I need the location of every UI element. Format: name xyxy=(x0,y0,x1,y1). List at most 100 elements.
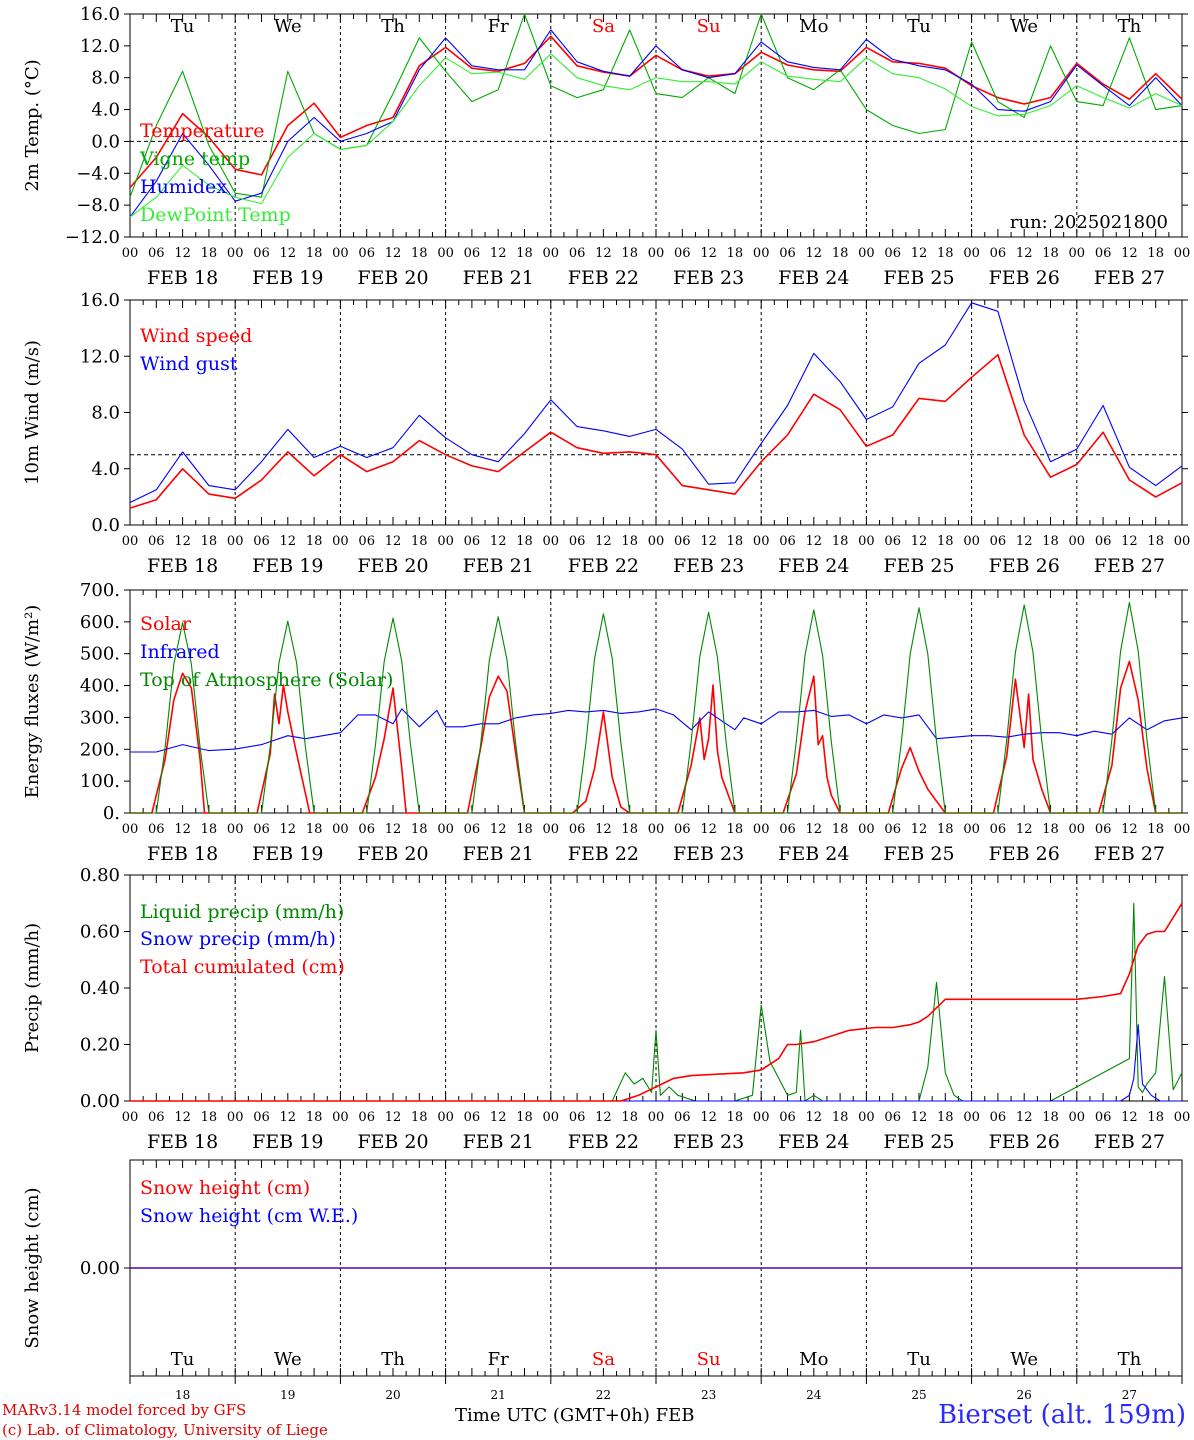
date-label: FEB 27 xyxy=(1094,1131,1165,1153)
hour-tick-label: 00 xyxy=(437,534,454,549)
legend-entry: Snow height (cm W.E.) xyxy=(140,1205,358,1227)
hour-tick-label: 12 xyxy=(174,534,191,549)
hour-tick-label: 06 xyxy=(464,822,481,837)
hour-tick-label: 12 xyxy=(806,246,823,261)
legend-entry: Infrared xyxy=(140,641,220,663)
y-tick-label: 16.0 xyxy=(80,4,120,25)
hour-tick-label: 06 xyxy=(464,534,481,549)
y-axis-label: Snow height (cm) xyxy=(22,1187,43,1348)
hour-tick-label: 06 xyxy=(569,1110,586,1125)
y-tick-label: 0.20 xyxy=(80,1035,120,1056)
hour-tick-label: 12 xyxy=(595,1110,612,1125)
hour-tick-label: 18 xyxy=(621,1110,638,1125)
hour-tick-label: 00 xyxy=(753,246,770,261)
hour-tick-label: 00 xyxy=(543,534,560,549)
hour-tick-label: 12 xyxy=(806,534,823,549)
hour-tick-label: 06 xyxy=(148,822,165,837)
legend-entry: Liquid precip (mm/h) xyxy=(140,901,344,923)
date-label: FEB 22 xyxy=(568,267,639,289)
hour-tick-label: 18 xyxy=(306,822,323,837)
legend-entry: Wind speed xyxy=(140,325,252,347)
hour-tick-label: 18 xyxy=(1147,534,1164,549)
hour-tick-label: 12 xyxy=(385,1110,402,1125)
hour-tick-label: 12 xyxy=(280,822,297,837)
day-number-label: 26 xyxy=(1017,1388,1032,1402)
hour-tick-label: 06 xyxy=(464,1110,481,1125)
hour-tick-label: 12 xyxy=(490,534,507,549)
hour-tick-label: 00 xyxy=(437,246,454,261)
date-label: FEB 24 xyxy=(778,555,849,577)
hour-tick-label: 18 xyxy=(727,822,744,837)
series-line xyxy=(129,13,1183,198)
series-line xyxy=(130,1024,1182,1102)
hour-tick-label: 18 xyxy=(621,246,638,261)
hour-tick-label: 06 xyxy=(990,534,1007,549)
hour-tick-label: 18 xyxy=(1042,534,1059,549)
time-axis-label: Time UTC (GMT+0h) FEB xyxy=(455,1405,695,1426)
hour-tick-label: 12 xyxy=(385,822,402,837)
date-label: FEB 20 xyxy=(357,267,428,289)
hour-tick-label: 00 xyxy=(227,534,244,549)
hour-tick-label: 18 xyxy=(306,246,323,261)
y-tick-label: 12.0 xyxy=(80,36,120,57)
y-tick-label: 8.0 xyxy=(91,403,120,424)
hour-tick-label: 12 xyxy=(490,822,507,837)
y-tick-label: 0. xyxy=(103,803,120,824)
hour-tick-label: 12 xyxy=(385,534,402,549)
date-label: FEB 21 xyxy=(463,843,534,865)
hour-tick-label: 06 xyxy=(464,246,481,261)
hour-tick-label: 18 xyxy=(306,534,323,549)
hour-tick-label: 00 xyxy=(858,822,875,837)
series-line xyxy=(129,29,1183,218)
hour-tick-label: 06 xyxy=(358,822,375,837)
hour-tick-label: 12 xyxy=(595,246,612,261)
hour-tick-label: 12 xyxy=(1121,246,1138,261)
day-name-label: Th xyxy=(1118,16,1142,37)
hour-tick-label: 06 xyxy=(884,246,901,261)
day-name-label: Su xyxy=(697,16,721,37)
hour-tick-label: 18 xyxy=(1147,1110,1164,1125)
hour-tick-label: 18 xyxy=(306,1110,323,1125)
hour-tick-label: 12 xyxy=(595,534,612,549)
hour-tick-label: 18 xyxy=(411,246,428,261)
date-label: FEB 23 xyxy=(673,555,744,577)
day-name-label: Tu xyxy=(171,1349,195,1370)
hour-tick-label: 12 xyxy=(1121,1110,1138,1125)
hour-tick-label: 12 xyxy=(911,534,928,549)
y-tick-label: 600. xyxy=(80,612,120,633)
y-axis-label: Energy fluxes (W/m²) xyxy=(22,605,43,799)
hour-tick-label: 18 xyxy=(937,822,954,837)
hour-tick-label: 18 xyxy=(727,534,744,549)
hour-tick-label: 18 xyxy=(1042,822,1059,837)
hour-tick-label: 06 xyxy=(253,246,270,261)
day-name-label: Mo xyxy=(799,1349,828,1370)
hour-tick-label: 00 xyxy=(648,822,665,837)
date-label: FEB 23 xyxy=(673,843,744,865)
hour-tick-label: 18 xyxy=(411,822,428,837)
day-name-label: Th xyxy=(381,16,405,37)
hour-tick-label: 18 xyxy=(727,1110,744,1125)
date-label: FEB 18 xyxy=(147,267,218,289)
hour-tick-label: 06 xyxy=(148,246,165,261)
hour-tick-label: 12 xyxy=(806,1110,823,1125)
hour-tick-label: 12 xyxy=(700,534,717,549)
hour-tick-label: 06 xyxy=(884,534,901,549)
hour-tick-label: 00 xyxy=(648,246,665,261)
hour-tick-label: 18 xyxy=(516,246,533,261)
hour-tick-label: 06 xyxy=(253,1110,270,1125)
hour-tick-label: 18 xyxy=(201,246,218,261)
hour-tick-label: 12 xyxy=(700,822,717,837)
hour-tick-label: 06 xyxy=(674,246,691,261)
hour-tick-label: 06 xyxy=(674,822,691,837)
hour-tick-label: 00 xyxy=(753,822,770,837)
hour-tick-label: 18 xyxy=(832,822,849,837)
day-name-label: Tu xyxy=(171,16,195,37)
hour-tick-label: 00 xyxy=(332,822,349,837)
hour-tick-label: 00 xyxy=(1174,1110,1191,1125)
y-tick-label: 0.60 xyxy=(80,922,120,943)
day-name-label: We xyxy=(1010,1349,1038,1370)
hour-tick-label: 00 xyxy=(858,1110,875,1125)
y-tick-label: 0.0 xyxy=(91,515,120,536)
hour-tick-label: 12 xyxy=(911,822,928,837)
hour-tick-label: 00 xyxy=(963,822,980,837)
